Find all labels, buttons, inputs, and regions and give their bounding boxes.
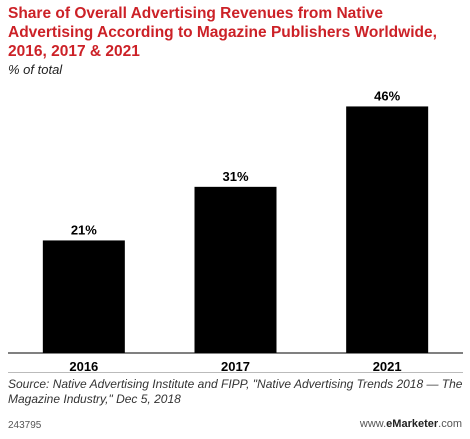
- chart-subtitle: % of total: [8, 62, 63, 77]
- data-label-2017: 31%: [222, 169, 248, 184]
- data-label-2021: 46%: [374, 88, 400, 103]
- chart-id: 243795: [8, 420, 42, 431]
- x-tick-label-2017: 2017: [221, 359, 250, 374]
- bar-2016: [42, 240, 125, 353]
- x-tick-label-2021: 2021: [373, 359, 402, 374]
- x-tick-label-2016: 2016: [69, 359, 98, 374]
- source-note: Source: Native Advertising Institute and…: [8, 377, 463, 406]
- chart-title: Share of Overall Advertising Revenues fr…: [8, 5, 437, 60]
- brand-logo: www.eMarketer.com: [359, 418, 462, 430]
- data-label-2016: 21%: [71, 222, 97, 237]
- bar-2021: [346, 106, 429, 353]
- bar-2017: [194, 186, 277, 353]
- footer-divider: [8, 372, 463, 373]
